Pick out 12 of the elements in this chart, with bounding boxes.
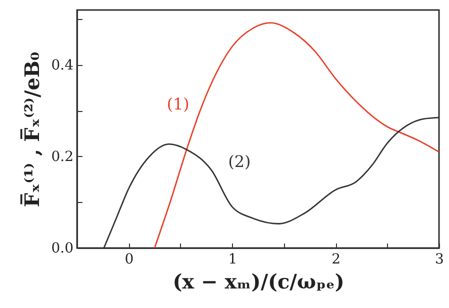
- x-tick-label: 3: [435, 252, 444, 268]
- x-tick-label: 0: [124, 252, 134, 268]
- x-axis-title: (x − xₘ)/(c/ωₚₑ): [172, 270, 344, 294]
- series-label: (1): [166, 94, 190, 114]
- y-tick-label: 0.2: [51, 148, 74, 165]
- line-series: [154, 22, 439, 248]
- x-tick-label: 2: [332, 252, 341, 268]
- y-axis-title: F̅ₓ⁽¹⁾ , F̅ₓ⁽²⁾/eB₀: [20, 52, 44, 208]
- series-label: (2): [228, 152, 251, 172]
- y-tick-label: 0.4: [51, 57, 74, 74]
- y-tick-label: 0.0: [51, 240, 74, 256]
- x-tick-label: 1: [228, 252, 238, 268]
